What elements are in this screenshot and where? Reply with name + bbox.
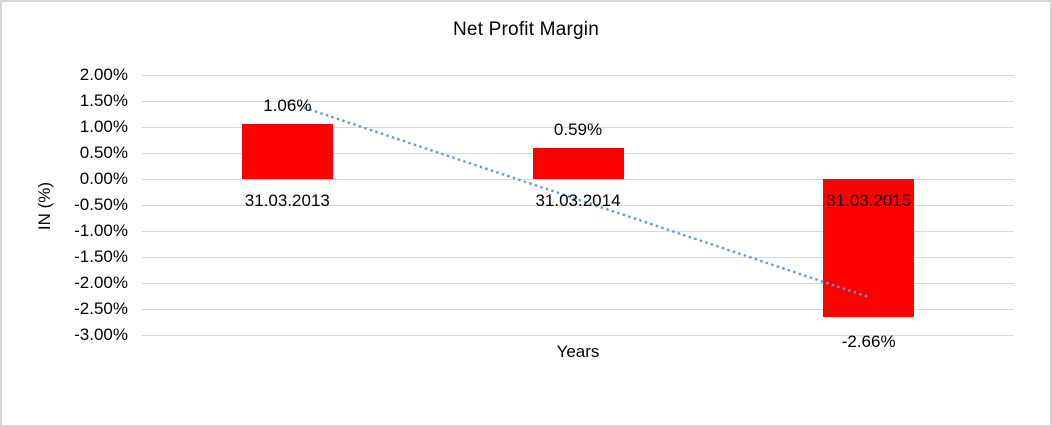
y-axis-tick-label: -2.50% bbox=[74, 299, 128, 318]
y-axis-tick-label: 1.50% bbox=[79, 91, 128, 110]
category-label: 31.03.2014 bbox=[535, 191, 621, 210]
x-axis-title: Years bbox=[556, 342, 600, 361]
y-axis-tick-label: -1.00% bbox=[74, 221, 128, 240]
y-axis-tick-label: 0.00% bbox=[79, 169, 128, 188]
y-axis-tick-label: 1.00% bbox=[79, 117, 128, 136]
gridline bbox=[142, 335, 1014, 336]
gridline bbox=[142, 309, 1014, 310]
category-label: 31.03.2015 bbox=[826, 191, 912, 210]
y-axis-tick-label: -0.50% bbox=[74, 195, 128, 214]
chart-title: Net Profit Margin bbox=[453, 19, 599, 40]
y-axis-tick-label: -3.00% bbox=[74, 325, 128, 344]
bar-31.03.2013 bbox=[241, 123, 333, 179]
gridline bbox=[142, 75, 1014, 76]
bar-31.03.2014 bbox=[532, 148, 624, 179]
y-axis-tick-label: -2.00% bbox=[74, 273, 128, 292]
bar-value-label: 0.59% bbox=[553, 120, 603, 140]
y-axis-tick-label: -1.50% bbox=[74, 247, 128, 266]
bar-value-label: 1.06% bbox=[263, 95, 312, 115]
plot-area: 31.03.2013 1.06% 31.03.2014 0.59% 31.03.2015… bbox=[142, 75, 1014, 351]
category-label: 31.03.2013 bbox=[244, 191, 330, 210]
bar-value-label: -2.66% bbox=[841, 332, 896, 352]
y-axis-tick-label: 0.50% bbox=[79, 143, 128, 162]
y-axis-tick-label: 2.00% bbox=[79, 65, 128, 84]
